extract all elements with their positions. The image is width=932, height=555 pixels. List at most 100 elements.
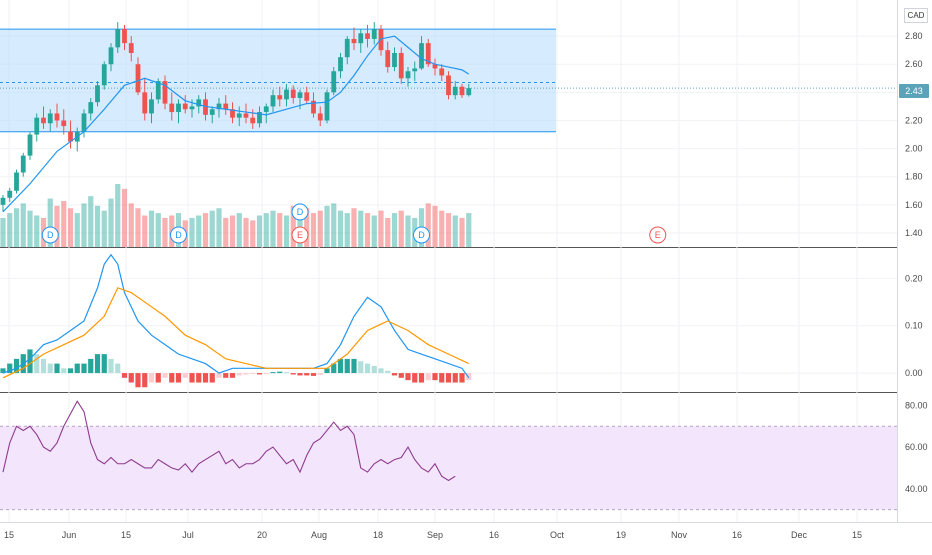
candle-body [466, 88, 472, 96]
price-pane[interactable]: D D D E D E [0, 22, 897, 247]
price-tick-label: 1.80 [905, 172, 923, 182]
macd-histogram-bar [290, 373, 296, 375]
macd-histogram-bar [391, 373, 398, 376]
candle-body [398, 52, 404, 79]
macd-histogram-bar [229, 373, 236, 378]
earnings-marker[interactable]: E [291, 226, 309, 244]
marker-label: E [297, 230, 303, 240]
macd-histogram-bar [169, 373, 175, 383]
price-tick-label: 2.00 [905, 144, 923, 154]
volume-bar [7, 213, 13, 247]
candle-body [95, 85, 100, 103]
dividend-marker[interactable]: D [413, 226, 430, 244]
macd-histogram-bar [13, 358, 20, 374]
candle-body [358, 33, 364, 44]
volume-bar [209, 210, 215, 247]
macd-histogram-bar [371, 365, 377, 374]
candle-body [365, 33, 370, 39]
earnings-marker[interactable]: E [649, 226, 667, 244]
macd-pane[interactable] [0, 253, 472, 388]
candle-body [277, 95, 283, 100]
volume-bar [236, 213, 242, 247]
candle-body [182, 103, 188, 110]
volume-bar [27, 210, 33, 247]
rsi-line [2, 400, 456, 482]
volume-bar [148, 210, 155, 247]
time-tick-label: Oct [550, 530, 565, 540]
volume-bar [452, 215, 458, 247]
macd-histogram-bar [7, 363, 13, 374]
macd-histogram-bar [418, 373, 425, 383]
candle-body [223, 103, 229, 110]
candle-body [243, 113, 249, 118]
volume-bar [398, 210, 404, 247]
volume-bar [101, 210, 107, 247]
dividend-marker[interactable]: D [291, 203, 309, 221]
volume-bar [358, 210, 364, 247]
volume-bar [277, 213, 283, 247]
volume-bar [283, 215, 290, 247]
volume-bar [432, 205, 438, 247]
volume-bar [439, 210, 445, 247]
volume-bar [466, 213, 472, 247]
candle-body [176, 103, 181, 113]
volume-bar [216, 208, 222, 247]
dividend-marker[interactable]: D [41, 226, 59, 244]
volume-bar [189, 217, 195, 247]
volume-bar [47, 198, 53, 247]
macd-histogram-bar [243, 373, 249, 375]
volume-bar [371, 215, 377, 247]
price-tick-label: 1.40 [905, 228, 923, 238]
macd-histogram-bar [263, 373, 269, 375]
candle-body [196, 99, 202, 107]
macd-histogram-bar [34, 354, 40, 374]
marker-label: D [418, 230, 425, 240]
volume-bar [405, 215, 411, 247]
volume-bar [459, 217, 465, 247]
macd-histogram-bar [304, 373, 310, 376]
volume-bar [13, 208, 20, 247]
macd-histogram-bar [202, 373, 209, 383]
candle-body [452, 86, 458, 96]
rsi-pane[interactable] [0, 400, 897, 511]
candle-body [324, 92, 330, 121]
volume-bar [67, 208, 74, 247]
macd-histogram-bar [142, 373, 148, 388]
candle-body [108, 47, 114, 65]
candle-body [351, 38, 357, 44]
macd-histogram-bar [283, 372, 290, 374]
candle-body [54, 113, 60, 121]
rsi-tick-label: 60.00 [905, 442, 928, 452]
volume-bar [135, 208, 141, 247]
volume-bar [364, 213, 371, 247]
volume-bar [263, 213, 269, 247]
candle-body [331, 71, 337, 93]
dividend-marker[interactable]: D [170, 226, 187, 244]
macd-histogram-bar [223, 373, 229, 378]
volume-bar [445, 213, 452, 247]
candle-body [169, 103, 175, 113]
macd-histogram-bar [0, 368, 6, 374]
candle-body [284, 89, 289, 100]
rsi-tick-label: 40.00 [905, 484, 928, 494]
macd-histogram-bar [54, 363, 60, 374]
macd-histogram-bar [270, 372, 276, 374]
volume-bar [108, 198, 114, 247]
time-axis[interactable]: 15 Jun 15 Jul 20 Aug 18 Sep 16 Oct 19 Nov 16 Dec 15 [4, 530, 862, 540]
macd-histogram-bar [425, 373, 431, 381]
rsi-band [0, 426, 897, 510]
macd-histogram-bar [209, 373, 215, 383]
candle-body [61, 120, 67, 127]
macd-histogram-bar [155, 373, 161, 383]
volume-bar [324, 205, 330, 247]
candle-body [263, 106, 269, 113]
rsi-tick-label: 80.00 [905, 400, 928, 410]
volume-bar [34, 215, 40, 247]
marker-label: D [47, 230, 54, 240]
candle-body [270, 95, 276, 107]
volume-bar [229, 215, 236, 247]
macd-histogram-bar [405, 373, 411, 381]
macd-histogram-bar [310, 373, 317, 376]
